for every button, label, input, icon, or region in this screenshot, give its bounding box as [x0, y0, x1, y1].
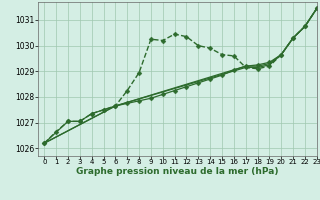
X-axis label: Graphe pression niveau de la mer (hPa): Graphe pression niveau de la mer (hPa) — [76, 167, 279, 176]
